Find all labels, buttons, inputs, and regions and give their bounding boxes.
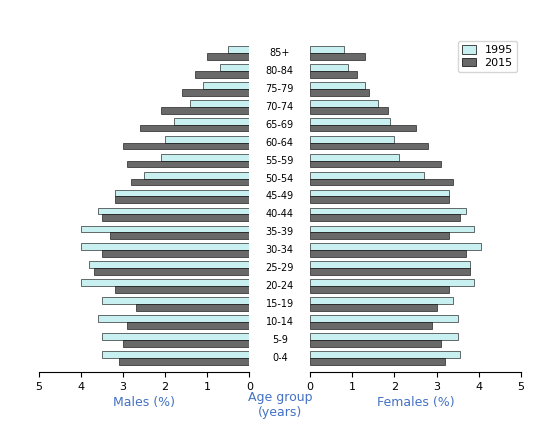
Text: 70-74: 70-74: [266, 102, 294, 112]
Bar: [310, 190, 449, 196]
Bar: [182, 89, 249, 95]
Bar: [310, 125, 416, 131]
Bar: [310, 333, 458, 340]
Bar: [81, 279, 249, 286]
Text: 20-24: 20-24: [266, 281, 294, 291]
Bar: [161, 154, 249, 160]
Bar: [310, 286, 449, 293]
Bar: [127, 322, 249, 329]
Bar: [140, 125, 249, 131]
Legend: 1995, 2015: 1995, 2015: [458, 41, 517, 72]
Bar: [131, 178, 249, 185]
Bar: [310, 208, 466, 214]
Bar: [310, 136, 394, 143]
Bar: [98, 315, 249, 322]
Bar: [127, 160, 249, 167]
Text: 30-34: 30-34: [266, 245, 294, 256]
Bar: [310, 315, 458, 322]
Bar: [310, 100, 378, 107]
Text: 5-9: 5-9: [272, 335, 288, 345]
Bar: [123, 143, 249, 149]
Bar: [102, 214, 249, 221]
Bar: [310, 358, 445, 365]
Bar: [102, 351, 249, 358]
Bar: [310, 118, 390, 125]
Bar: [310, 89, 369, 95]
Text: 50-54: 50-54: [266, 173, 294, 184]
Bar: [165, 136, 249, 143]
Text: 10-14: 10-14: [266, 317, 294, 327]
Text: 15-19: 15-19: [266, 299, 294, 309]
Bar: [310, 304, 437, 311]
Bar: [310, 340, 441, 347]
Text: Age group
(years): Age group (years): [248, 392, 312, 419]
X-axis label: Females (%): Females (%): [377, 396, 454, 409]
Bar: [98, 208, 249, 214]
Text: 0-4: 0-4: [272, 353, 288, 363]
Bar: [207, 53, 249, 59]
Bar: [310, 160, 441, 167]
Bar: [310, 244, 481, 250]
Text: 80-84: 80-84: [266, 66, 294, 76]
Bar: [310, 250, 466, 257]
Bar: [310, 279, 474, 286]
Bar: [102, 250, 249, 257]
Text: 65-69: 65-69: [266, 120, 294, 130]
Bar: [310, 172, 424, 178]
Text: 75-79: 75-79: [265, 84, 294, 94]
Bar: [310, 82, 365, 89]
Bar: [119, 358, 249, 365]
Bar: [161, 107, 249, 113]
Bar: [310, 232, 449, 239]
Bar: [110, 232, 249, 239]
Bar: [310, 214, 460, 221]
Bar: [194, 71, 249, 77]
Bar: [310, 322, 432, 329]
Text: 35-39: 35-39: [266, 227, 294, 238]
Bar: [310, 196, 449, 203]
Bar: [310, 226, 474, 232]
Bar: [102, 333, 249, 340]
Text: 55-59: 55-59: [265, 155, 294, 166]
Bar: [310, 178, 453, 185]
Bar: [144, 172, 249, 178]
Bar: [89, 262, 249, 268]
Text: 40-44: 40-44: [266, 209, 294, 220]
Bar: [203, 82, 249, 89]
Bar: [94, 268, 249, 275]
Bar: [310, 154, 399, 160]
Text: 60-64: 60-64: [266, 138, 294, 148]
Bar: [310, 64, 348, 71]
Bar: [310, 53, 365, 59]
Bar: [81, 244, 249, 250]
Bar: [220, 64, 249, 71]
Bar: [102, 297, 249, 304]
Bar: [228, 46, 249, 53]
Bar: [310, 46, 344, 53]
Bar: [115, 286, 249, 293]
Bar: [173, 118, 249, 125]
Bar: [310, 262, 470, 268]
Bar: [191, 100, 249, 107]
Bar: [310, 268, 470, 275]
Bar: [81, 226, 249, 232]
Bar: [310, 71, 357, 77]
Text: 25-29: 25-29: [265, 263, 294, 273]
Text: 85+: 85+: [270, 48, 290, 58]
Bar: [115, 190, 249, 196]
Text: 45-49: 45-49: [266, 191, 294, 202]
Bar: [310, 107, 388, 113]
Bar: [310, 143, 428, 149]
X-axis label: Males (%): Males (%): [113, 396, 175, 409]
Bar: [310, 351, 460, 358]
Bar: [136, 304, 249, 311]
Bar: [115, 196, 249, 203]
Bar: [123, 340, 249, 347]
Bar: [310, 297, 453, 304]
